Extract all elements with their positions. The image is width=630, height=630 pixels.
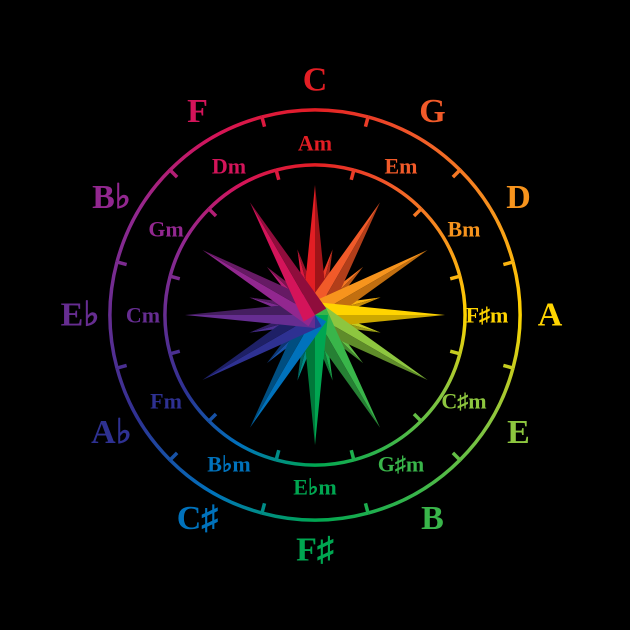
circle-of-fifths-diagram: C Am GEm D Bm A F♯m E C♯m B G♯m F♯ E♭m C♯ B♭m A♭ Fm E♭ Cm B… [0,0,630,630]
minor-key-label: C♯m [441,389,486,414]
minor-key-label: Am [298,131,332,156]
major-key-label: C [303,62,328,99]
minor-key-label: Dm [212,154,246,179]
minor-key-label: Bm [447,217,480,242]
major-key-label: A♭ [91,414,132,451]
minor-key-label: F♯m [466,303,509,328]
major-key-label: F♯ [296,532,334,569]
minor-key-label: E♭m [293,475,336,500]
major-key-label: F [187,93,208,130]
minor-key-label: Em [385,154,418,179]
major-key-label: D [506,179,531,216]
major-key-label: C♯ [177,500,219,537]
major-key-label: A [538,297,563,334]
major-key-label: G [419,93,445,130]
minor-key-label: B♭m [207,451,250,476]
major-key-label: E [507,414,530,451]
minor-key-label: Cm [126,303,160,328]
minor-key-label: Fm [150,389,182,414]
major-key-label: E♭ [61,297,100,334]
minor-key-label: Gm [148,217,183,242]
minor-key-label: G♯m [378,451,424,476]
major-key-label: B [421,500,444,537]
major-key-label: B♭ [92,179,131,216]
